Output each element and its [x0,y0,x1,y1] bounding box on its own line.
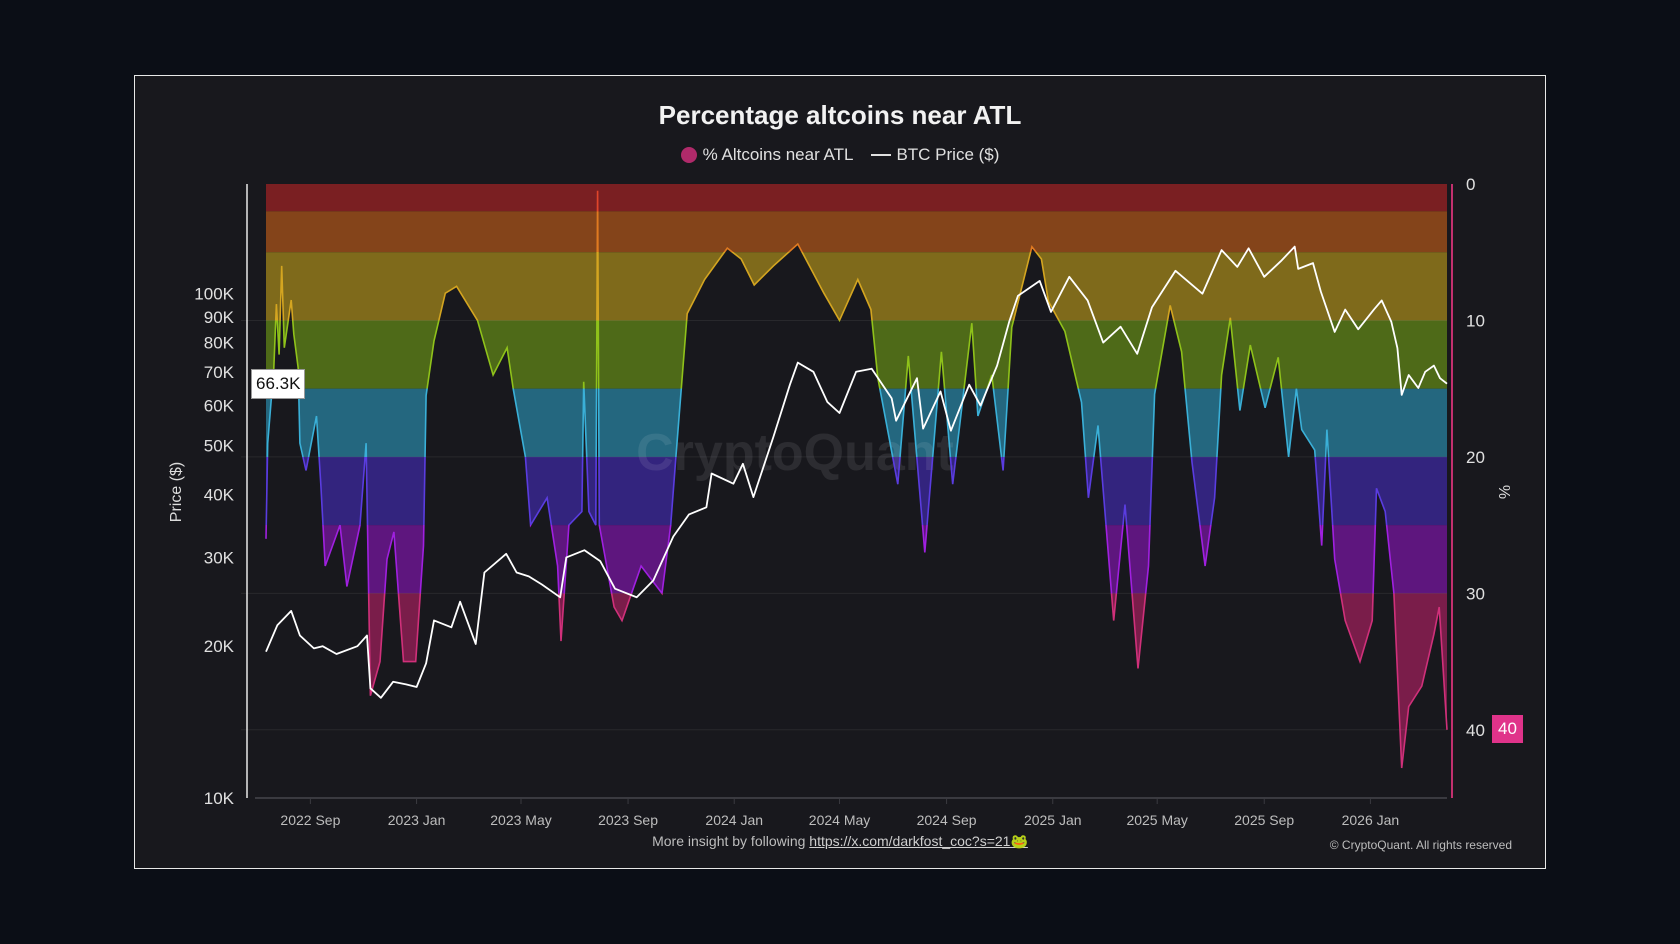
x-tick-label: 2025 Sep [1234,812,1294,828]
y-left-tick-label: 90K [204,308,235,327]
x-tick-label: 2026 Jan [1342,812,1400,828]
y-right-tick-label: 40 [1466,721,1485,740]
copyright: © CryptoQuant. All rights reserved [1329,838,1512,852]
y-left-tick-label: 50K [204,436,235,455]
x-tick-label: 2022 Sep [280,812,340,828]
legend-dot-icon [680,146,697,163]
y-right-axis-title: % [1495,485,1512,499]
x-tick-label: 2024 Jan [705,812,763,828]
y-left-tick-label: 40K [204,485,235,504]
chart-title: Percentage altcoins near ATL [658,100,1022,130]
x-tick-label: 2024 May [809,812,870,828]
x-tick-label: 2025 Jan [1024,812,1082,828]
btc-price-line [265,245,1448,699]
y-left-tick-label: 100K [194,285,234,304]
y-right-tick-label: 20 [1466,448,1485,467]
legend-item-altcoins[interactable]: % Altcoins near ATL [702,144,854,164]
x-tick-label: 2023 Sep [598,812,658,828]
current-percent-label: 40 [1492,715,1523,743]
legend: % Altcoins near ATL BTC Price ($) [0,144,1680,165]
altcoins-area-mask [266,190,1447,799]
legend-item-btc[interactable]: BTC Price ($) [896,144,1000,164]
footer: More insight by following https://x.com/… [0,833,1680,850]
y-right-tick-label: 10 [1466,311,1485,330]
y-right-tick-label: 0 [1466,175,1475,194]
x-tick-label: 2025 May [1126,812,1187,828]
band-2-5 [266,211,1447,253]
y-left-tick-label: 70K [204,363,235,382]
x-tick-label: 2023 Jan [388,812,446,828]
y-left-tick-label: 80K [204,334,235,353]
y-left-tick-label: 20K [204,637,235,656]
y-left-axis-title: Price ($) [168,462,185,522]
y-right-tick-label: 30 [1466,584,1485,603]
band-0-2 [266,184,1447,212]
legend-line-icon [871,153,892,156]
y-left-tick-label: 60K [204,397,235,416]
watermark: CryptoQuant [636,424,954,482]
x-tick-label: 2023 May [490,812,551,828]
y-left-tick-label: 10K [204,789,235,808]
footer-link[interactable]: https://x.com/darkfost_coc?s=21🐸 [809,833,1028,849]
footer-text: More insight by following [652,833,810,849]
x-tick-label: 2024 Sep [917,812,977,828]
y-left-tick-label: 30K [204,548,235,567]
current-price-label: 66.3K [251,369,306,399]
